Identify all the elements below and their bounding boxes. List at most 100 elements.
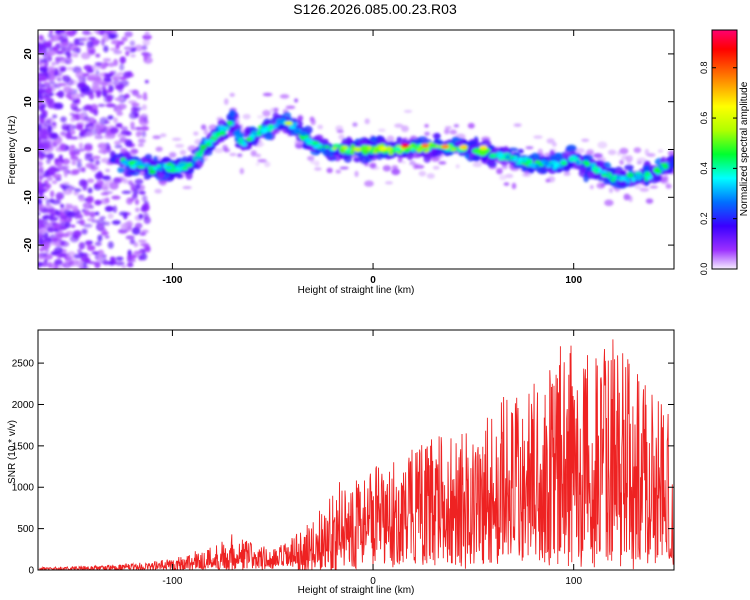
noise-blob	[74, 211, 79, 220]
noise-blob	[119, 126, 129, 131]
noise-blob	[384, 181, 393, 185]
ridge-core-blob	[127, 161, 136, 165]
noise-blob	[75, 46, 81, 54]
noise-blob	[39, 136, 48, 140]
noise-blob	[59, 183, 64, 188]
x-tick-label: 100	[565, 275, 582, 286]
noise-blob	[100, 198, 110, 205]
noise-blob	[57, 90, 65, 99]
noise-blob	[57, 36, 64, 41]
ridge-core-blob	[208, 138, 216, 143]
noise-blob	[107, 30, 118, 34]
noise-blob	[44, 97, 55, 105]
ridge-blob	[466, 140, 478, 146]
ridge-core-blob	[619, 175, 627, 181]
noise-blob	[51, 61, 57, 67]
noise-blob	[657, 149, 664, 153]
noise-blob	[40, 224, 46, 228]
noise-blob	[499, 174, 507, 181]
ridge-blob	[117, 166, 126, 174]
noise-blob	[70, 224, 76, 228]
ridge-core-blob	[644, 171, 651, 178]
noise-blob	[364, 180, 374, 187]
noise-blob	[45, 202, 52, 210]
noise-blob	[138, 255, 144, 261]
noise-blob	[143, 52, 148, 61]
noise-blob	[55, 57, 60, 65]
noise-blob	[92, 155, 101, 160]
snr-panel: -100 0 100 0 500 1000 1500 2000 2500 Height of …	[7, 329, 675, 596]
noise-blob	[81, 36, 90, 42]
noise-blob	[114, 144, 123, 149]
noise-blob	[533, 135, 543, 139]
ridge-blob	[322, 150, 330, 156]
noise-blob	[94, 241, 102, 247]
noise-blob	[513, 123, 522, 127]
noise-blob	[71, 186, 76, 191]
ridge-core-blob	[360, 144, 369, 151]
noise-blob	[41, 110, 48, 114]
noise-blob	[87, 126, 95, 131]
noise-blob	[581, 138, 590, 143]
ridge-core-blob	[238, 137, 244, 142]
noise-blob	[111, 195, 121, 200]
colorbar-tick-label: 0.4	[699, 162, 709, 175]
noise-blob	[109, 181, 119, 190]
noise-blob	[113, 49, 123, 55]
ridge-core-blob	[332, 143, 341, 148]
noise-blob	[108, 62, 115, 68]
noise-blob	[129, 111, 138, 120]
ridge-core-blob	[550, 160, 558, 165]
noise-blob	[86, 68, 94, 74]
noise-blob	[103, 45, 109, 53]
noise-blob	[154, 188, 162, 194]
y-tick-label: 2000	[12, 400, 35, 411]
noise-blob	[94, 183, 103, 188]
noise-blob	[47, 125, 52, 134]
noise-blob	[71, 169, 80, 175]
ridge-core-blob	[531, 162, 537, 169]
noise-blob	[110, 70, 117, 76]
ridge-core-blob	[182, 166, 188, 170]
noise-blob	[81, 228, 88, 235]
noise-blob	[38, 123, 42, 131]
noise-blob	[179, 149, 187, 156]
noise-blob	[126, 262, 134, 268]
noise-blob	[449, 129, 457, 135]
noise-blob	[142, 38, 151, 46]
noise-blob	[72, 205, 79, 213]
noise-blob	[54, 157, 64, 163]
noise-blob	[123, 46, 133, 50]
noise-blob	[137, 143, 145, 147]
noise-blob	[73, 234, 79, 240]
noise-blob	[297, 114, 304, 122]
noise-blob	[262, 92, 273, 97]
noise-blob	[91, 251, 100, 255]
noise-blob	[132, 188, 139, 196]
noise-blob	[107, 241, 114, 249]
noise-blob	[307, 155, 315, 161]
noise-blob	[38, 180, 43, 186]
snr-y-ticks: 0 500 1000 1500 2000 2500	[12, 359, 674, 577]
noise-blob	[38, 161, 43, 168]
noise-blob	[203, 128, 209, 136]
noise-blob	[94, 199, 102, 206]
noise-blob	[503, 182, 510, 186]
noise-blob	[49, 217, 58, 221]
noise-blob	[38, 170, 43, 177]
noise-blob	[96, 179, 105, 185]
noise-blob	[105, 206, 114, 211]
noise-blob	[56, 232, 63, 241]
y-tick-label: 0	[28, 566, 34, 577]
noise-blob	[38, 223, 41, 230]
noise-blob	[75, 158, 82, 163]
noise-blob	[141, 204, 148, 211]
noise-blob	[138, 118, 149, 126]
noise-blob	[563, 171, 571, 176]
noise-blob	[546, 138, 555, 144]
noise-blob	[314, 167, 322, 171]
noise-blob	[43, 41, 52, 48]
x-tick-label: 100	[565, 576, 582, 587]
ridge-core-blob	[148, 169, 157, 175]
noise-blob	[171, 137, 182, 141]
